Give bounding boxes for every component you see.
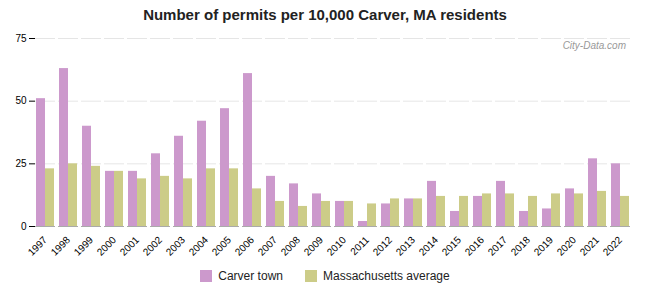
svg-text:2021: 2021 xyxy=(578,234,602,258)
svg-text:2010: 2010 xyxy=(325,234,349,258)
svg-text:2000: 2000 xyxy=(95,234,119,258)
svg-text:1998: 1998 xyxy=(49,234,73,258)
svg-text:2022: 2022 xyxy=(601,234,625,258)
svg-text:2003: 2003 xyxy=(164,234,188,258)
svg-text:50: 50 xyxy=(15,95,27,106)
svg-text:2017: 2017 xyxy=(486,234,510,258)
svg-text:2004: 2004 xyxy=(187,234,211,258)
svg-text:2014: 2014 xyxy=(417,234,441,258)
svg-text:2012: 2012 xyxy=(371,234,395,258)
svg-text:2002: 2002 xyxy=(141,234,165,258)
svg-text:1999: 1999 xyxy=(72,234,96,258)
html-text:Carver town: Carver town xyxy=(218,269,283,283)
html-text:Number of permits per 10,000 C: Number of permits per 10,000 Carver, MA … xyxy=(143,6,507,23)
html-text:Massachusetts average: Massachusetts average xyxy=(323,269,450,283)
svg-text:2007: 2007 xyxy=(256,234,280,258)
svg-text:1997: 1997 xyxy=(26,234,50,258)
svg-text:25: 25 xyxy=(15,158,27,169)
svg-text:2013: 2013 xyxy=(394,234,418,258)
svg-text:2005: 2005 xyxy=(210,234,234,258)
html-text:City-Data.com: City-Data.com xyxy=(562,40,626,51)
svg-text:2011: 2011 xyxy=(348,234,371,257)
svg-text:2015: 2015 xyxy=(440,234,464,258)
svg-text:2018: 2018 xyxy=(509,234,533,258)
svg-text:2020: 2020 xyxy=(555,234,579,258)
svg-text:2001: 2001 xyxy=(118,234,142,258)
svg-text:2008: 2008 xyxy=(279,234,303,258)
svg-text:0: 0 xyxy=(21,221,27,232)
svg-text:2009: 2009 xyxy=(302,234,326,258)
svg-text:75: 75 xyxy=(15,33,27,44)
svg-text:2019: 2019 xyxy=(532,234,556,258)
svg-text:2006: 2006 xyxy=(233,234,257,258)
svg-text:2016: 2016 xyxy=(463,234,487,258)
